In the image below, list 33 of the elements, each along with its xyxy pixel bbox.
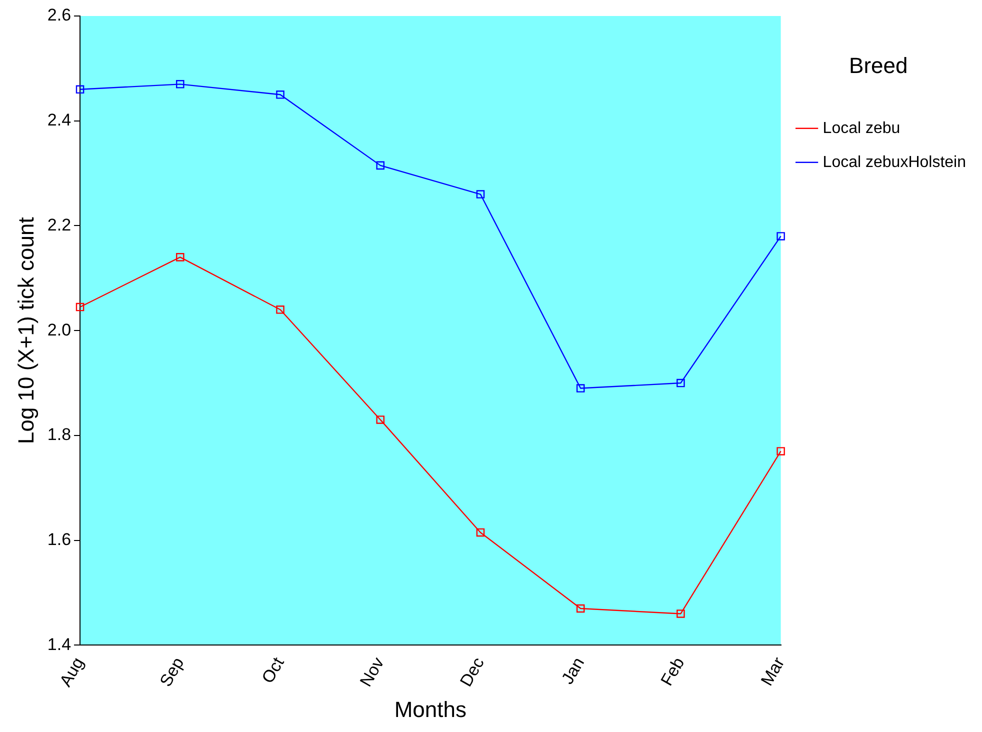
- x-axis-title: Months: [394, 696, 466, 722]
- point: [676, 610, 685, 618]
- y-tick-label: 1.8: [47, 425, 72, 444]
- point: [176, 80, 184, 88]
- point: [176, 253, 184, 262]
- point: [476, 528, 485, 537]
- point: [676, 378, 685, 388]
- point: [376, 416, 384, 424]
- point: [76, 302, 84, 312]
- legend-label: Local zebuxHolstein: [822, 154, 966, 171]
- y-tick-label: 1.4: [47, 634, 72, 654]
- y-tick-label: 2.2: [47, 215, 72, 234]
- point: [76, 85, 84, 94]
- point: [776, 447, 785, 456]
- point: [276, 90, 284, 99]
- point: [576, 604, 585, 613]
- y-tick-label: 2.6: [47, 6, 72, 25]
- x-tick-label: Dec: [456, 654, 488, 690]
- point: [276, 305, 284, 314]
- y-tick-label: 2.4: [47, 110, 72, 130]
- y-tick-label: 1.6: [47, 530, 72, 550]
- y-tick-label: 2.0: [47, 320, 72, 340]
- x-tick-label: Jan: [558, 654, 588, 688]
- legend-title: Breed: [849, 53, 908, 78]
- x-tick-label: Feb: [657, 654, 688, 690]
- point: [376, 161, 384, 170]
- x-tick-label: Oct: [258, 654, 288, 687]
- x-tick-label: Sep: [156, 654, 188, 690]
- point: [476, 190, 485, 198]
- legend-label: Local zebu: [822, 120, 900, 137]
- point: [576, 384, 585, 392]
- y-axis-title: Log 10 (X+1) tick count: [13, 217, 38, 444]
- point: [776, 232, 785, 240]
